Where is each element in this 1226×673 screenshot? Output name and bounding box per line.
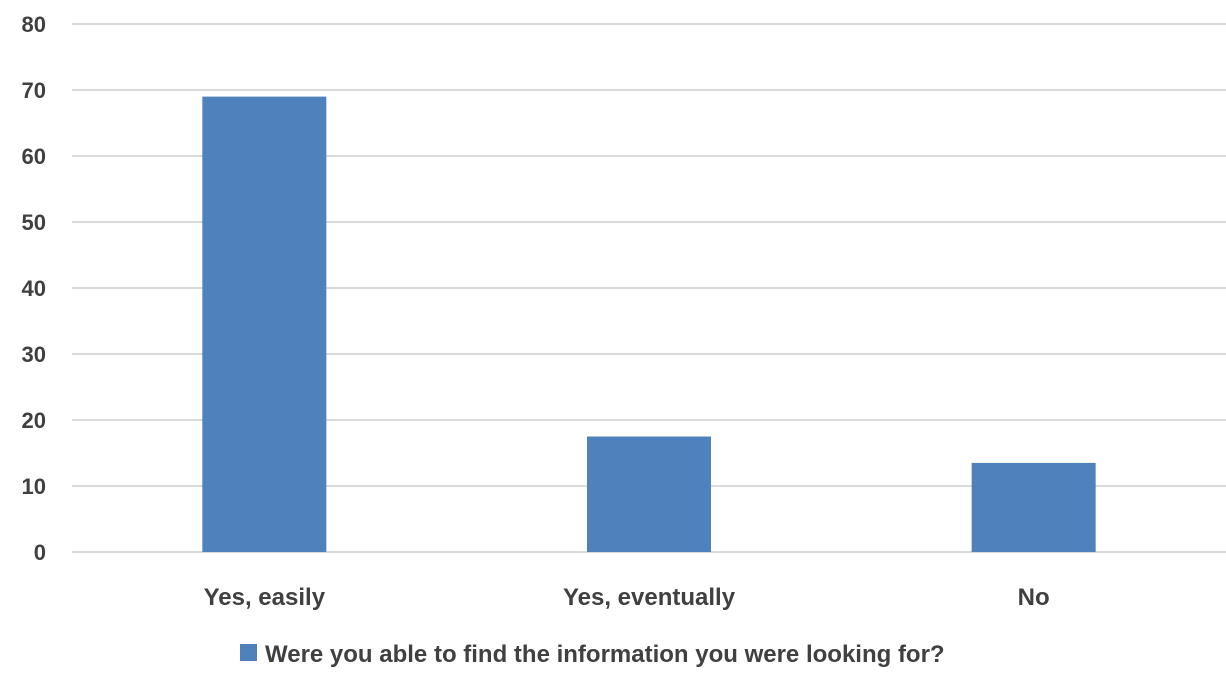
y-tick-label: 70 xyxy=(22,78,46,103)
y-tick-label: 60 xyxy=(22,144,46,169)
bars xyxy=(202,96,1096,552)
x-axis-category-labels: Yes, easily Yes, eventually No xyxy=(204,584,1050,611)
y-tick-label: 40 xyxy=(22,276,46,301)
y-tick-label: 10 xyxy=(22,474,46,499)
y-tick-label: 20 xyxy=(22,408,46,433)
legend: Were you able to find the information yo… xyxy=(240,641,945,668)
y-tick-label: 0 xyxy=(34,540,46,565)
y-tick-label: 50 xyxy=(22,210,46,235)
bar-yes-easily xyxy=(202,96,327,552)
legend-label: Were you able to find the information yo… xyxy=(265,641,945,668)
legend-swatch xyxy=(240,644,257,661)
y-axis-tick-labels: 0 10 20 30 40 50 60 70 80 xyxy=(22,12,46,565)
bar-yes-eventually xyxy=(587,436,711,552)
bar-no xyxy=(971,462,1096,552)
x-category-label: No xyxy=(1018,584,1050,611)
x-category-label: Yes, eventually xyxy=(563,584,736,611)
x-category-label: Yes, easily xyxy=(204,584,326,611)
y-tick-label: 80 xyxy=(22,12,46,37)
y-tick-label: 30 xyxy=(22,342,46,367)
